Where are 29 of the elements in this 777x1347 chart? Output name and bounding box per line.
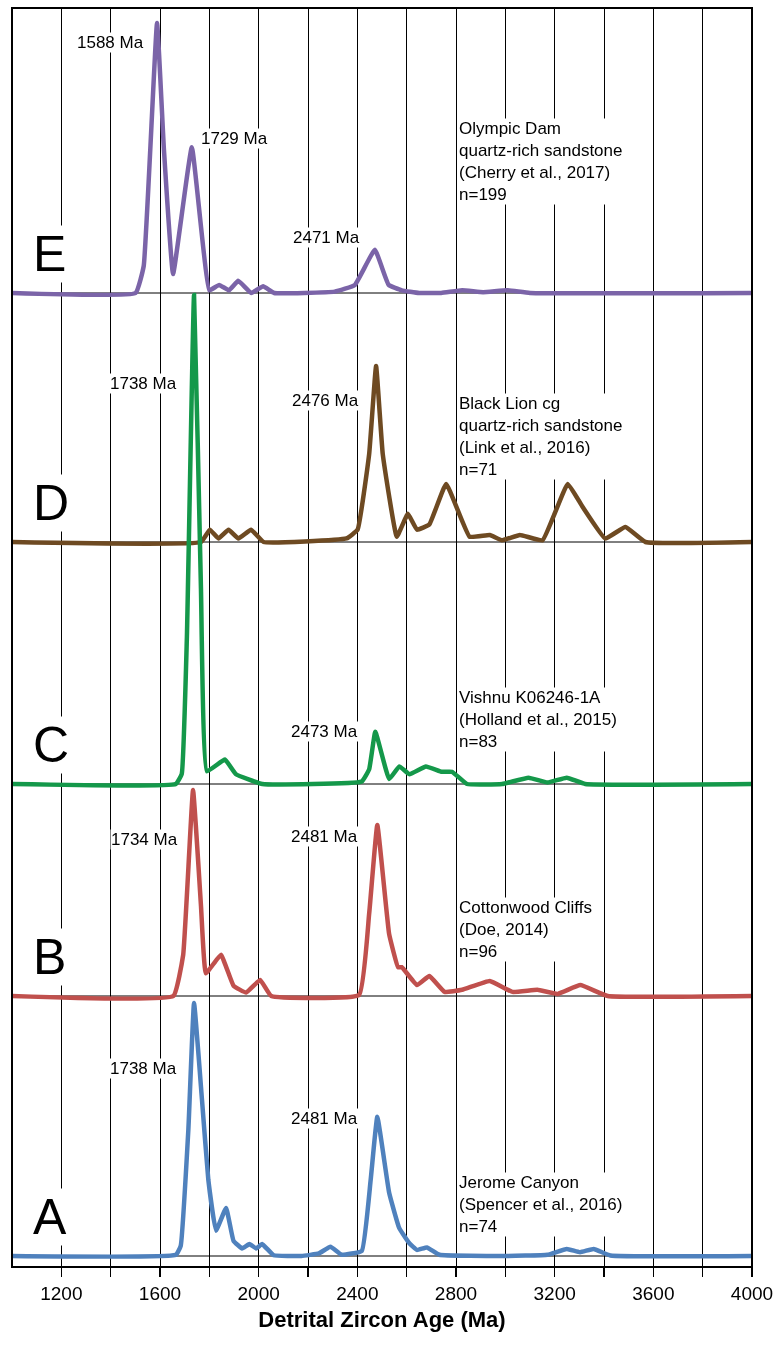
annotation: 2473 Ma bbox=[291, 722, 358, 741]
annotation: 1588 Ma bbox=[77, 33, 144, 52]
annotation: 2471 Ma bbox=[293, 228, 360, 247]
annotation: 2481 Ma bbox=[291, 1109, 358, 1128]
annotation: 1738 Ma bbox=[110, 374, 177, 393]
annotation: Olympic Dam quartz-rich sandstone (Cherry et al., 2017) n=199 bbox=[459, 119, 623, 205]
annotation: B bbox=[33, 929, 67, 985]
x-tick-label: 3600 bbox=[632, 1282, 675, 1304]
x-tick-label: 1200 bbox=[40, 1282, 83, 1304]
x-tick-label: 3200 bbox=[533, 1282, 576, 1304]
annotation: 2476 Ma bbox=[292, 391, 359, 410]
x-tick-label: 2400 bbox=[336, 1282, 379, 1304]
annotation: Black Lion cg quartz-rich sandstone (Link et al., 2016) n=71 bbox=[459, 394, 623, 480]
annotation: 1738 Ma bbox=[110, 1059, 177, 1078]
annotation: E bbox=[33, 226, 67, 282]
annotation: Jerome Canyon (Spencer et al., 2016) n=74 bbox=[459, 1173, 623, 1237]
annotation: C bbox=[33, 717, 70, 773]
annotation: 2481 Ma bbox=[291, 827, 358, 846]
x-tick-label: 2800 bbox=[434, 1282, 478, 1304]
x-tick-label: 4000 bbox=[730, 1282, 774, 1304]
annotation: 1729 Ma bbox=[201, 129, 268, 148]
x-tick-label: 1600 bbox=[138, 1282, 182, 1304]
annotation: D bbox=[33, 475, 70, 531]
annotation: Vishnu K06246-1A (Holland et al., 2015) n=83 bbox=[459, 688, 617, 752]
annotation: 1734 Ma bbox=[111, 830, 178, 849]
x-tick-label: 2000 bbox=[237, 1282, 280, 1304]
annotation: Cottonwood Cliffs (Doe, 2014) n=96 bbox=[459, 898, 592, 962]
annotation: A bbox=[33, 1189, 67, 1245]
x-axis-title: Detrital Zircon Age (Ma) bbox=[258, 1306, 506, 1332]
